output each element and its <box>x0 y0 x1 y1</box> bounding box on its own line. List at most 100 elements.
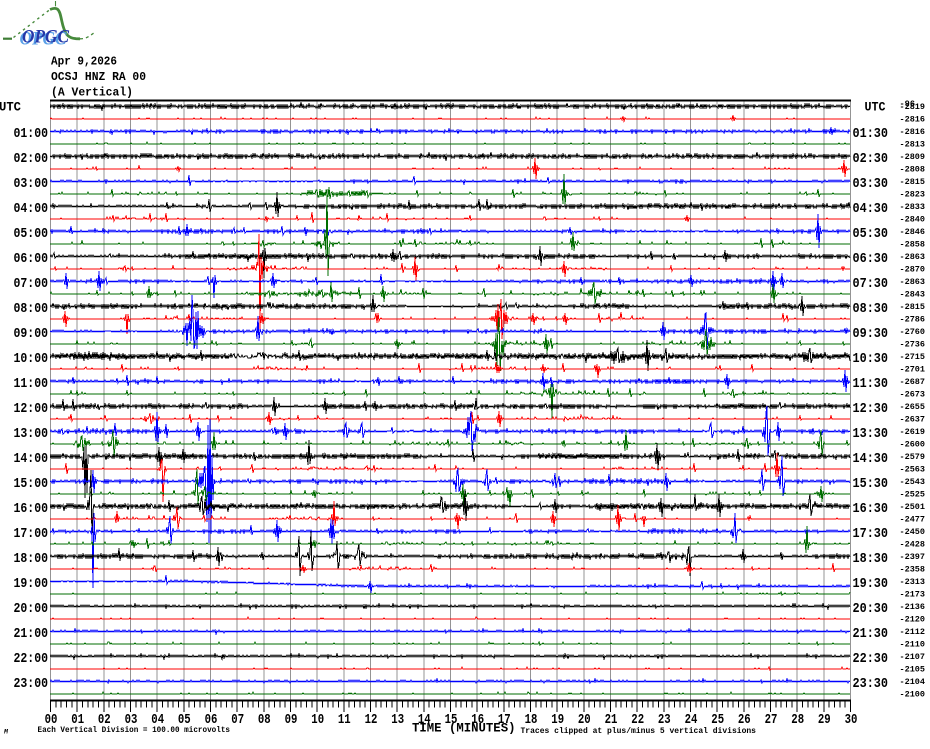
svg-text:07: 07 <box>231 712 244 728</box>
svg-text:02:30: 02:30 <box>853 152 889 167</box>
svg-text:23: 23 <box>658 712 671 728</box>
svg-text:-2808: -2808 <box>900 166 926 175</box>
svg-text:-2701: -2701 <box>900 366 926 375</box>
svg-text:04: 04 <box>151 712 164 728</box>
svg-text:11: 11 <box>338 712 351 728</box>
svg-text:-2760: -2760 <box>900 328 926 337</box>
svg-text:02:00: 02:00 <box>14 152 49 167</box>
svg-text:10: 10 <box>311 712 324 728</box>
svg-text:26: 26 <box>738 712 751 728</box>
svg-text:09: 09 <box>285 712 298 728</box>
svg-text:-2120: -2120 <box>900 616 926 625</box>
svg-text:(A Vertical): (A Vertical) <box>51 87 133 100</box>
svg-text:-2816: -2816 <box>900 128 926 137</box>
svg-text:M: M <box>3 729 9 736</box>
svg-text:-2619: -2619 <box>900 428 926 437</box>
svg-text:-96: -96 <box>900 100 916 109</box>
svg-text:17: 17 <box>498 712 511 728</box>
svg-text:-2673: -2673 <box>900 391 926 400</box>
svg-text:14:30: 14:30 <box>853 452 889 467</box>
svg-text:04:00: 04:00 <box>14 202 49 217</box>
svg-text:14:00: 14:00 <box>14 452 49 467</box>
svg-text:15: 15 <box>445 712 458 728</box>
svg-text:-2863: -2863 <box>900 253 926 262</box>
svg-text:03: 03 <box>125 712 138 728</box>
svg-text:14: 14 <box>418 712 431 728</box>
svg-text:-2112: -2112 <box>900 628 926 637</box>
svg-text:21:30: 21:30 <box>853 627 889 642</box>
svg-text:-2107: -2107 <box>900 653 926 662</box>
svg-text:20:30: 20:30 <box>853 602 889 617</box>
svg-text:18:00: 18:00 <box>14 552 49 567</box>
svg-text:OPGC: OPGC <box>20 29 67 50</box>
svg-text:-2525: -2525 <box>900 491 926 500</box>
svg-text:-2813: -2813 <box>900 141 926 150</box>
svg-text:23:30: 23:30 <box>853 677 889 692</box>
svg-text:06: 06 <box>205 712 218 728</box>
svg-text:19:30: 19:30 <box>853 577 889 592</box>
svg-text:30: 30 <box>845 712 858 728</box>
svg-text:UTC: UTC <box>865 100 886 115</box>
svg-text:24: 24 <box>685 712 698 728</box>
svg-text:03:30: 03:30 <box>853 177 889 192</box>
svg-text:28: 28 <box>791 712 804 728</box>
svg-text:01:30: 01:30 <box>853 127 889 142</box>
svg-text:21:00: 21:00 <box>14 627 49 642</box>
svg-text:05:30: 05:30 <box>853 227 889 242</box>
svg-text:11:00: 11:00 <box>14 377 49 392</box>
svg-text:Apr 9,2026: Apr 9,2026 <box>51 56 117 69</box>
svg-text:07:00: 07:00 <box>14 277 49 292</box>
svg-text:08:30: 08:30 <box>853 302 889 317</box>
svg-text:21: 21 <box>605 712 618 728</box>
svg-text:OPGC: OPGC <box>22 27 69 48</box>
svg-text:-2110: -2110 <box>900 641 926 650</box>
svg-text:07:30: 07:30 <box>853 277 889 292</box>
svg-text:-2840: -2840 <box>900 216 926 225</box>
svg-text:04:30: 04:30 <box>853 202 889 217</box>
svg-text:15:00: 15:00 <box>14 477 49 492</box>
svg-text:17:30: 17:30 <box>853 527 889 542</box>
svg-text:06:30: 06:30 <box>853 252 889 267</box>
svg-text:Each Vertical Division = 100.: Each Vertical Division = 100.00 microvol… <box>38 726 231 735</box>
svg-text:18:30: 18:30 <box>853 552 889 567</box>
svg-text:-2477: -2477 <box>900 516 926 525</box>
svg-text:02: 02 <box>98 712 111 728</box>
svg-text:-2816: -2816 <box>900 116 926 125</box>
svg-text:-2428: -2428 <box>900 541 926 550</box>
svg-text:01:00: 01:00 <box>14 127 49 142</box>
svg-text:10:00: 10:00 <box>14 352 49 367</box>
svg-text:-2833: -2833 <box>900 203 926 212</box>
svg-text:00: 00 <box>45 712 58 728</box>
svg-text:22: 22 <box>631 712 644 728</box>
svg-text:-2450: -2450 <box>900 528 926 537</box>
svg-text:-2655: -2655 <box>900 403 926 412</box>
svg-text:09:30: 09:30 <box>853 327 889 342</box>
svg-text:09:00: 09:00 <box>14 327 49 342</box>
svg-text:16:30: 16:30 <box>853 502 889 517</box>
svg-text:03:00: 03:00 <box>14 177 49 192</box>
svg-text:15:30: 15:30 <box>853 477 889 492</box>
svg-text:20:00: 20:00 <box>14 602 49 617</box>
svg-text:-2843: -2843 <box>900 291 926 300</box>
svg-text:11:30: 11:30 <box>853 377 889 392</box>
svg-text:10:30: 10:30 <box>853 352 889 367</box>
svg-text:13: 13 <box>391 712 404 728</box>
svg-text:-2173: -2173 <box>900 591 926 600</box>
svg-text:08: 08 <box>258 712 271 728</box>
svg-text:-2858: -2858 <box>900 241 926 250</box>
svg-text:05: 05 <box>178 712 191 728</box>
svg-text:06:00: 06:00 <box>14 252 49 267</box>
svg-text:-2579: -2579 <box>900 453 926 462</box>
svg-text:-2815: -2815 <box>900 303 926 312</box>
svg-text:OCSJ HNZ RA 00: OCSJ HNZ RA 00 <box>51 71 146 84</box>
svg-text:-2863: -2863 <box>900 278 926 287</box>
svg-text:UTC: UTC <box>0 100 21 115</box>
svg-text:-2563: -2563 <box>900 466 926 475</box>
svg-text:13:00: 13:00 <box>14 427 49 442</box>
svg-text:TIME (MINUTES): TIME (MINUTES) <box>412 722 516 736</box>
svg-text:19: 19 <box>551 712 564 728</box>
svg-text:-2358: -2358 <box>900 566 926 575</box>
svg-text:27: 27 <box>765 712 778 728</box>
svg-text:25: 25 <box>711 712 724 728</box>
svg-text:-2736: -2736 <box>900 341 926 350</box>
